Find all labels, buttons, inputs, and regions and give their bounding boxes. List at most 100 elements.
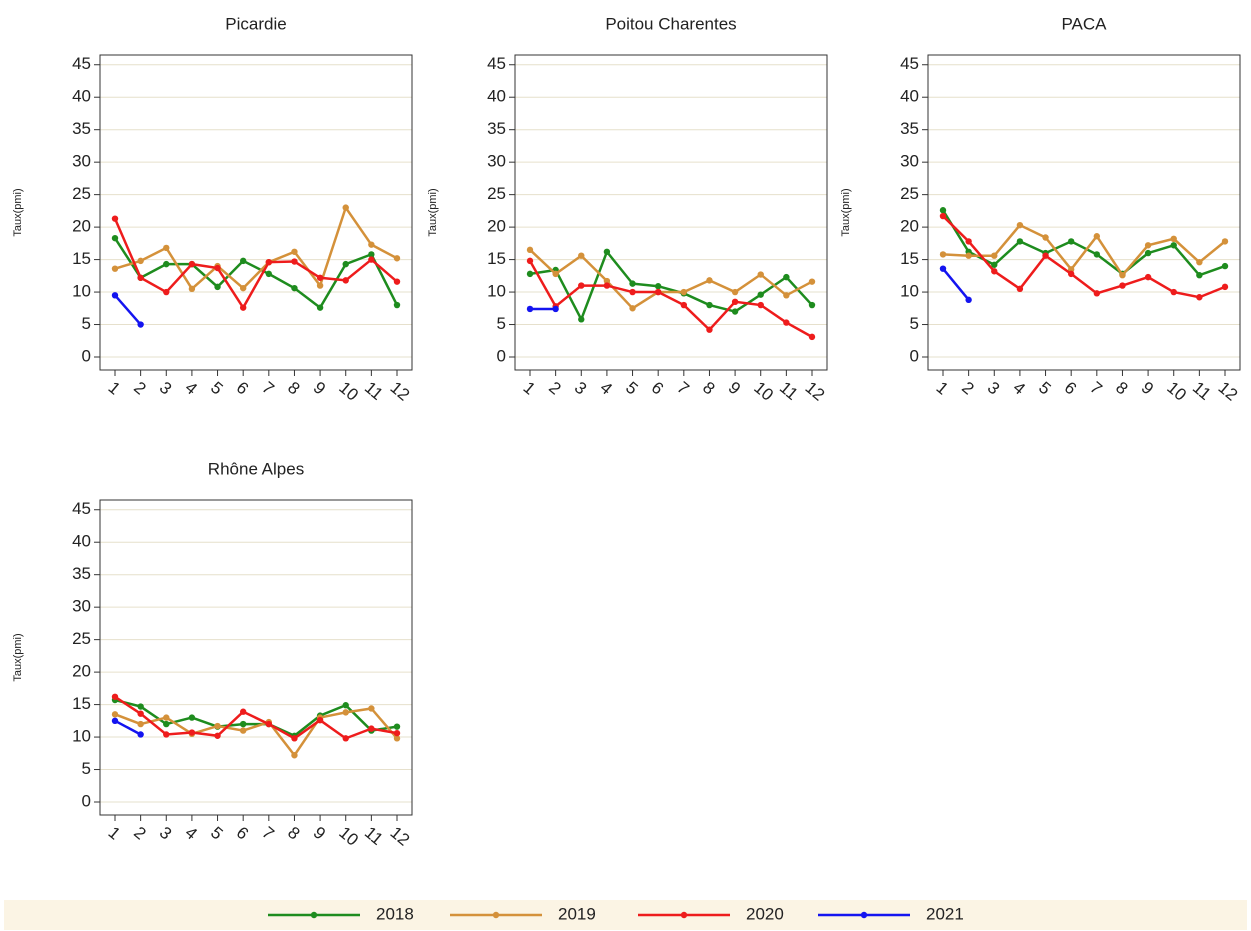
y-axis-label: Taux(pmi): [840, 188, 852, 236]
data-point: [163, 288, 170, 296]
data-point: [731, 288, 739, 296]
data-point: [163, 731, 170, 738]
data-point: [991, 268, 998, 275]
data-point: [1067, 270, 1075, 278]
data-point: [1221, 238, 1229, 245]
data-point: [111, 234, 119, 242]
y-tick-label: 10: [72, 727, 91, 746]
data-point: [111, 265, 119, 272]
data-point: [188, 260, 196, 268]
chart-title: Rhône Alpes: [208, 459, 304, 478]
data-point: [111, 215, 119, 222]
y-tick-label: 40: [900, 87, 919, 106]
legend-label: 2020: [746, 904, 784, 923]
legend-band: [4, 900, 1247, 930]
data-point: [342, 277, 349, 284]
data-point: [991, 261, 998, 268]
plot-frame: [514, 54, 828, 371]
data-point: [578, 282, 585, 289]
data-point: [1016, 285, 1024, 293]
data-point: [342, 702, 349, 709]
series-line: [113, 218, 398, 311]
data-point: [1067, 266, 1075, 273]
data-point: [265, 270, 273, 278]
data-point: [939, 207, 947, 214]
data-point: [239, 284, 247, 292]
data-point: [629, 305, 636, 312]
data-point: [629, 280, 636, 287]
data-point: [1119, 282, 1126, 289]
y-tick-label: 35: [72, 564, 91, 583]
y-tick-label: 25: [72, 629, 91, 648]
data-point: [342, 709, 349, 716]
plot-frame: [99, 499, 413, 816]
series-line: [113, 237, 399, 310]
y-tick-label: 5: [82, 759, 91, 778]
data-point: [163, 714, 170, 721]
data-point: [654, 283, 662, 290]
y-tick-label: 45: [487, 54, 506, 73]
y-tick-label: 0: [910, 346, 919, 365]
data-point: [731, 298, 739, 306]
data-point: [316, 716, 324, 724]
data-point: [214, 283, 221, 291]
data-point: [393, 735, 401, 742]
data-point: [1042, 234, 1049, 241]
legend-marker: [310, 911, 318, 919]
data-point: [603, 282, 611, 289]
data-point: [578, 316, 585, 323]
series-line: [114, 707, 398, 758]
data-point: [578, 252, 585, 259]
data-point: [1144, 242, 1152, 249]
series-line: [941, 209, 1226, 277]
data-point: [1196, 294, 1203, 301]
y-tick-label: 45: [900, 54, 919, 73]
y-tick-label: 25: [72, 184, 91, 203]
chart-title: Picardie: [225, 14, 286, 33]
data-point: [342, 260, 349, 268]
data-point: [393, 723, 401, 730]
data-point: [137, 720, 144, 728]
data-point: [393, 278, 401, 285]
y-tick-label: 30: [900, 152, 919, 171]
series-line: [942, 223, 1226, 278]
series-line: [528, 260, 813, 338]
y-tick-label: 15: [900, 249, 919, 268]
data-point: [1170, 242, 1177, 249]
data-point: [526, 246, 534, 254]
y-tick-label: 40: [72, 87, 91, 106]
y-tick-label: 10: [487, 282, 506, 301]
y-tick-label: 20: [72, 662, 91, 681]
data-point: [1016, 221, 1024, 229]
legend-marker: [680, 911, 688, 919]
data-point: [1119, 271, 1126, 279]
data-point: [965, 238, 972, 245]
data-point: [757, 301, 764, 309]
data-point: [368, 251, 375, 258]
y-tick-label: 30: [72, 597, 91, 616]
data-point: [629, 288, 636, 296]
data-point: [808, 333, 816, 341]
series-line: [114, 719, 142, 736]
data-point: [731, 308, 739, 315]
data-point: [603, 277, 611, 285]
data-point: [137, 710, 144, 717]
data-point: [342, 735, 349, 742]
data-point: [188, 285, 196, 293]
data-point: [783, 273, 790, 281]
data-point: [291, 284, 298, 292]
y-tick-label: 5: [910, 314, 919, 333]
data-point: [265, 720, 273, 728]
y-tick-label: 0: [82, 346, 91, 365]
data-point: [939, 251, 947, 258]
data-point: [188, 714, 196, 721]
data-point: [393, 255, 401, 262]
data-point: [239, 257, 247, 265]
data-point: [291, 752, 298, 759]
data-point: [1144, 273, 1152, 281]
series-line: [529, 249, 813, 323]
data-point: [316, 282, 324, 289]
data-point: [163, 244, 170, 252]
y-tick-label: 35: [487, 119, 506, 138]
